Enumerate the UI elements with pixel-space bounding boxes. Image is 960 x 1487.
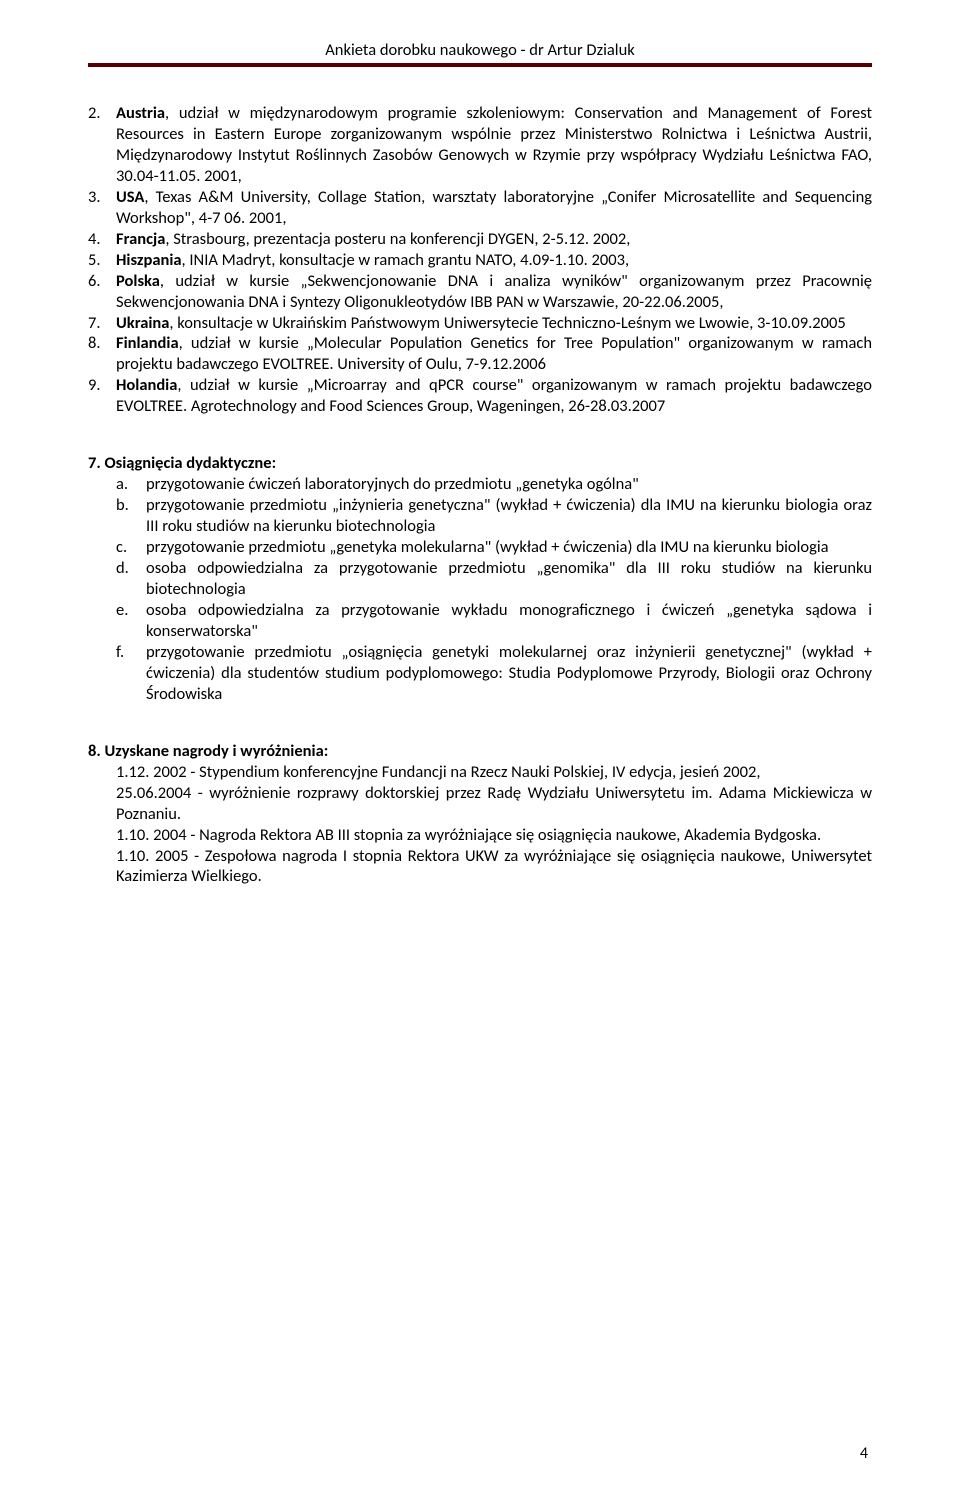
item-text: , Strasbourg, prezentacja posteru na kon…	[165, 229, 630, 249]
list-item: Finlandia, udział w kursie „Molecular Po…	[116, 333, 872, 375]
lead-bold: Ukraina	[116, 313, 169, 333]
item-text: , udział w międzynarodowym programie szk…	[116, 103, 872, 186]
list-item: Austria, udział w międzynarodowym progra…	[116, 103, 872, 187]
list-item: przygotowanie ćwiczeń laboratoryjnych do…	[146, 474, 872, 495]
list-item: przygotowanie przedmiotu „genetyka molek…	[146, 537, 872, 558]
list-item: Francja, Strasbourg, prezentacja posteru…	[116, 229, 872, 250]
header-rule	[88, 63, 872, 67]
item-text: , udział w kursie „Microarray and qPCR c…	[116, 375, 872, 416]
lead-bold: Polska	[116, 271, 160, 291]
lead-bold: USA	[116, 187, 144, 207]
list-item: Polska, udział w kursie „Sekwencjonowani…	[116, 271, 872, 313]
list-item: USA, Texas A&M University, Collage Stati…	[116, 187, 872, 229]
list-item: przygotowanie przedmiotu „osiągnięcia ge…	[146, 642, 872, 705]
numbered-list-main: Austria, udział w międzynarodowym progra…	[88, 103, 872, 417]
lead-bold: Austria	[116, 103, 165, 123]
document-body: Austria, udział w międzynarodowym progra…	[88, 103, 872, 887]
lead-bold: Holandia	[116, 375, 177, 395]
section7-heading: 7. Osiągnięcia dydaktyczne:	[88, 453, 872, 474]
lead-bold: Francja	[116, 229, 165, 249]
section8-heading: 8. Uzyskane nagrody i wyróżnienia:	[88, 741, 872, 762]
section8-body: 1.12. 2002 - Stypendium konferencyjne Fu…	[88, 762, 872, 888]
item-text: , udział w kursie „Sekwencjonowanie DNA …	[116, 271, 872, 312]
list-item: osoba odpowiedzialna za przygotowanie pr…	[146, 558, 872, 600]
page-header-title: Ankieta dorobku naukowego - dr Artur Dzi…	[88, 40, 872, 60]
item-text: , konsultacje w Ukraińskim Państwowym Un…	[169, 313, 845, 333]
list-item: Ukraina, konsultacje w Ukraińskim Państw…	[116, 313, 872, 334]
list-item: Holandia, udział w kursie „Microarray an…	[116, 375, 872, 417]
list-item: Hiszpania, INIA Madryt, konsultacje w ra…	[116, 250, 872, 271]
lead-bold: Finlandia	[116, 333, 179, 353]
section7-list: przygotowanie ćwiczeń laboratoryjnych do…	[88, 474, 872, 704]
item-text: , Texas A&M University, Collage Station,…	[116, 187, 872, 228]
item-text: , udział w kursie „Molecular Population …	[116, 333, 872, 374]
list-item: osoba odpowiedzialna za przygotowanie wy…	[146, 600, 872, 642]
award-line: 1.10. 2005 - Zespołowa nagroda I stopnia…	[116, 846, 872, 888]
lead-bold: Hiszpania	[116, 250, 182, 270]
award-line: 1.10. 2004 - Nagroda Rektora AB III stop…	[116, 825, 872, 846]
item-text: , INIA Madryt, konsultacje w ramach gran…	[182, 250, 630, 270]
page-number: 4	[860, 1444, 868, 1463]
award-line: 1.12. 2002 - Stypendium konferencyjne Fu…	[116, 762, 872, 783]
award-line: 25.06.2004 - wyróżnienie rozprawy doktor…	[116, 783, 872, 825]
list-item: przygotowanie przedmiotu „inżynieria gen…	[146, 495, 872, 537]
